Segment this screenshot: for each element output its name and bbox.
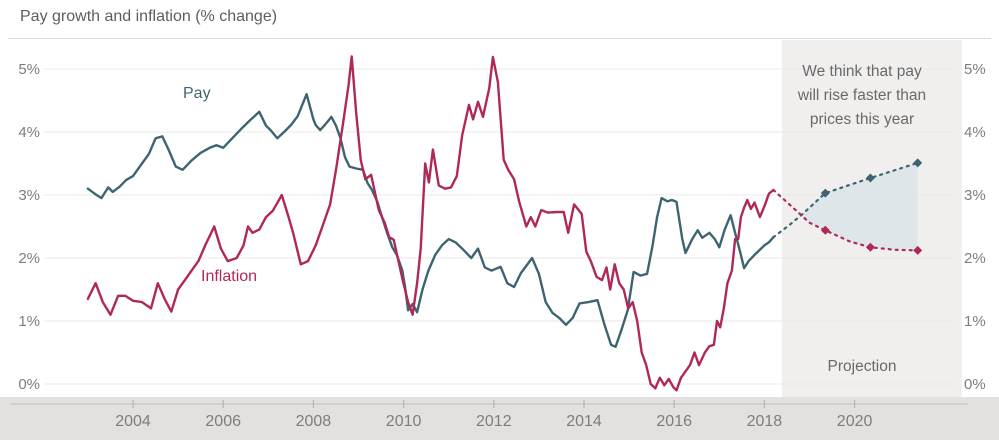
y-axis-label-right: 0% bbox=[964, 376, 986, 393]
projection-annotation: We think that pay will rise faster than … bbox=[797, 63, 927, 128]
inflation-line bbox=[86, 55, 775, 392]
x-axis-label: 2018 bbox=[747, 413, 783, 430]
pay_projection-marker bbox=[865, 173, 875, 183]
title-divider bbox=[8, 38, 991, 39]
y-axis-label-left: 5% bbox=[18, 61, 40, 78]
chart-title: Pay growth and inflation (% change) bbox=[20, 8, 278, 25]
inflation_projection-marker bbox=[820, 225, 830, 235]
y-axis-label-left: 1% bbox=[18, 313, 40, 330]
y-axis-label-right: 5% bbox=[964, 61, 986, 78]
x-axis-label: 2014 bbox=[566, 413, 602, 430]
x-axis-label: 2016 bbox=[656, 413, 692, 430]
y-axis-label-left: 0% bbox=[18, 376, 40, 393]
x-axis-label: 2004 bbox=[115, 413, 151, 430]
pay_projection-marker bbox=[913, 158, 923, 168]
y-axis-label-right: 3% bbox=[964, 187, 986, 204]
x-axis-label: 2008 bbox=[296, 413, 332, 430]
y-axis-label-right: 4% bbox=[964, 124, 986, 141]
inflation-series-label: Inflation bbox=[201, 268, 258, 285]
pay-series-label: Pay bbox=[183, 85, 211, 102]
x-axis-label: 2012 bbox=[476, 413, 512, 430]
pay_projection-line bbox=[772, 161, 919, 239]
y-axis-label-left: 3% bbox=[18, 187, 40, 204]
inflation_projection-line bbox=[772, 188, 919, 252]
x-axis-label: 2006 bbox=[205, 413, 241, 430]
inflation_projection-marker bbox=[913, 245, 923, 255]
inflation_projection-marker bbox=[865, 242, 875, 252]
projection-fill bbox=[801, 162, 918, 251]
projection-region-label: Projection bbox=[827, 358, 897, 375]
y-axis-label-left: 4% bbox=[18, 124, 40, 141]
x-axis-label: 2020 bbox=[837, 413, 873, 430]
pay-line bbox=[86, 93, 775, 348]
pay_projection-marker bbox=[820, 188, 830, 198]
y-axis-label-left: 2% bbox=[18, 250, 40, 267]
x-axis-label: 2010 bbox=[386, 413, 422, 430]
y-axis-label-right: 2% bbox=[964, 250, 986, 267]
y-axis-label-right: 1% bbox=[964, 313, 986, 330]
